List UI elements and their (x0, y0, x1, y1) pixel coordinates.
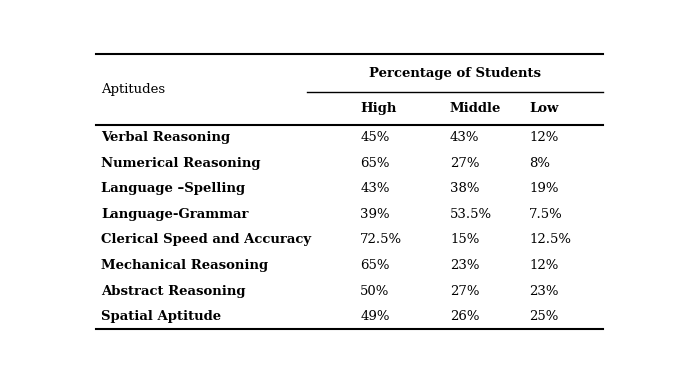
Text: 39%: 39% (360, 208, 389, 221)
Text: Clerical Speed and Accuracy: Clerical Speed and Accuracy (101, 233, 311, 246)
Text: Mechanical Reasoning: Mechanical Reasoning (101, 259, 268, 272)
Text: 72.5%: 72.5% (360, 233, 402, 246)
Text: Language-Grammar: Language-Grammar (101, 208, 249, 221)
Text: 45%: 45% (360, 131, 389, 144)
Text: 7.5%: 7.5% (529, 208, 563, 221)
Text: 26%: 26% (450, 310, 479, 323)
Text: 65%: 65% (360, 259, 389, 272)
Text: 27%: 27% (450, 157, 479, 169)
Text: Language –Spelling: Language –Spelling (101, 182, 246, 195)
Text: High: High (360, 102, 396, 115)
Text: 53.5%: 53.5% (450, 208, 492, 221)
Text: 38%: 38% (450, 182, 479, 195)
Text: 12%: 12% (529, 259, 559, 272)
Text: 27%: 27% (450, 285, 479, 298)
Text: 43%: 43% (450, 131, 479, 144)
Text: 19%: 19% (529, 182, 559, 195)
Text: 12%: 12% (529, 131, 559, 144)
Text: 43%: 43% (360, 182, 389, 195)
Text: Low: Low (529, 102, 559, 115)
Text: Aptitudes: Aptitudes (101, 83, 165, 96)
Text: 25%: 25% (529, 310, 559, 323)
Text: 50%: 50% (360, 285, 389, 298)
Text: 8%: 8% (529, 157, 550, 169)
Text: Middle: Middle (450, 102, 501, 115)
Text: Numerical Reasoning: Numerical Reasoning (101, 157, 261, 169)
Text: 23%: 23% (450, 259, 479, 272)
Text: 65%: 65% (360, 157, 389, 169)
Text: 23%: 23% (529, 285, 559, 298)
Text: 15%: 15% (450, 233, 479, 246)
Text: Percentage of Students: Percentage of Students (369, 67, 542, 80)
Text: Verbal Reasoning: Verbal Reasoning (101, 131, 231, 144)
Text: 49%: 49% (360, 310, 389, 323)
Text: Abstract Reasoning: Abstract Reasoning (101, 285, 246, 298)
Text: 12.5%: 12.5% (529, 233, 572, 246)
Text: Spatial Aptitude: Spatial Aptitude (101, 310, 221, 323)
